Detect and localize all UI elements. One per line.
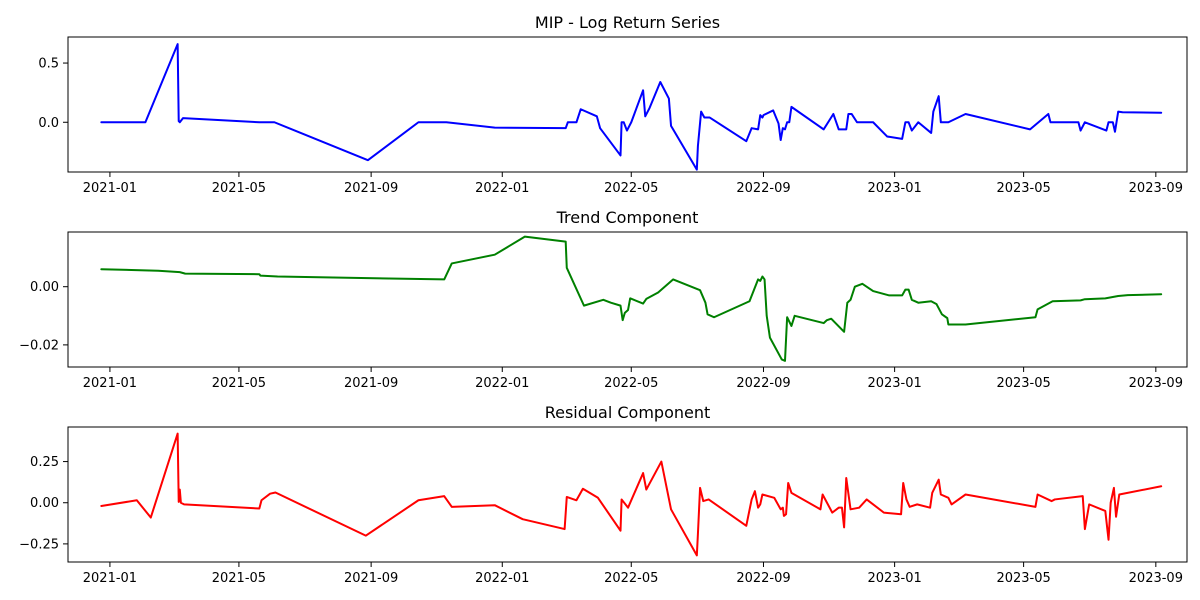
log-return-x-tick-label: 2021-09 [344,181,398,196]
trend-x-tick-label: 2021-01 [83,376,137,391]
residual-x-tick-label: 2022-01 [475,571,529,586]
trend-x-tick-label: 2023-05 [996,376,1050,391]
log-return-title: MIP - Log Return Series [535,13,720,32]
log-return-axes-frame [67,36,1188,173]
residual-title: Residual Component [545,403,711,422]
log-return-y-tick-label: 0.0 [38,116,59,131]
log-return-x-tick-label: 2023-01 [867,181,921,196]
trend-x-tick-label: 2023-01 [867,376,921,391]
log-return-x-tick-label: 2021-05 [212,181,266,196]
trend-axes-frame [67,231,1188,368]
residual-y-tick-label: 0.25 [30,455,59,470]
residual-axes-frame [67,426,1188,563]
trend-x-tick-label: 2022-09 [736,376,790,391]
log-return-y-tick-label: 0.5 [38,57,59,72]
residual-x-tick-label: 2021-01 [83,571,137,586]
trend-y-tick-label: −0.02 [19,338,59,353]
trend-x-tick-label: 2021-05 [212,376,266,391]
residual-x-tick-label: 2023-01 [867,571,921,586]
log-return-x-tick-label: 2023-05 [996,181,1050,196]
residual-x-tick-label: 2021-05 [212,571,266,586]
residual-y-tick-label: −0.25 [19,537,59,552]
log-return-x-tick-label: 2022-09 [736,181,790,196]
residual-x-tick-label: 2023-09 [1129,571,1183,586]
trend-series-line [100,235,1163,362]
residual-y-tick-label: 0.00 [30,496,59,511]
residual-x-tick-label: 2023-05 [996,571,1050,586]
trend-panel: Trend Component 2021-01 2021-05 2021-09 2022… [19,208,1188,391]
log-return-panel: MIP - Log Return Series 2021-01 2021-05 202… [38,13,1188,196]
log-return-x-tick-label: 2023-09 [1129,181,1183,196]
trend-x-tick-label: 2022-01 [475,376,529,391]
trend-y-tick-label: 0.00 [30,280,59,295]
residual-series-line [100,432,1163,557]
trend-title: Trend Component [556,208,699,227]
residual-x-tick-label: 2021-09 [344,571,398,586]
trend-x-tick-label: 2021-09 [344,376,398,391]
trend-x-tick-label: 2023-09 [1129,376,1183,391]
log-return-x-tick-label: 2021-01 [83,181,137,196]
residual-x-tick-label: 2022-09 [736,571,790,586]
log-return-x-tick-label: 2022-01 [475,181,529,196]
trend-x-tick-label: 2022-05 [604,376,658,391]
residual-panel: Residual Component 2021-01 2021-05 2021-09 2… [19,403,1188,586]
log-return-x-tick-label: 2022-05 [604,181,658,196]
log-return-series-line [100,43,1163,171]
residual-x-tick-label: 2022-05 [604,571,658,586]
